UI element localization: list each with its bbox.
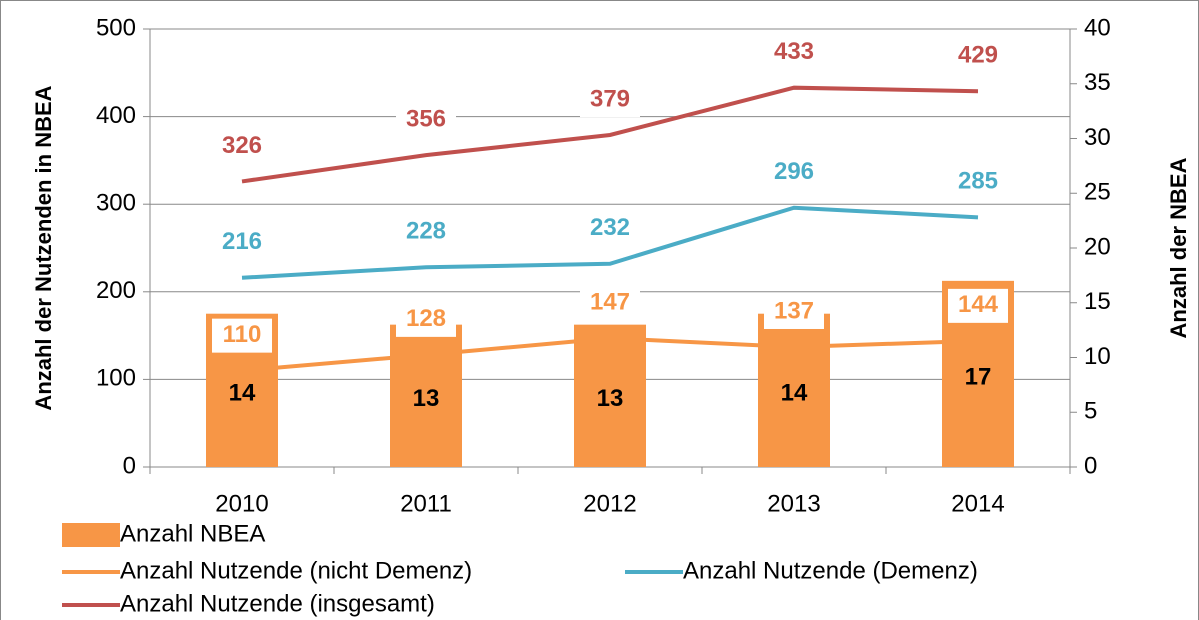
line-label: 232 bbox=[590, 214, 630, 241]
line bbox=[241, 336, 979, 373]
bar bbox=[758, 313, 830, 467]
line-label: 228 bbox=[406, 218, 446, 245]
y-axis-title: Anzahl der Nutzenden in NBEA bbox=[31, 85, 56, 410]
bar-label: 14 bbox=[229, 380, 256, 407]
label-bg bbox=[948, 39, 1008, 74]
bar-label: 14 bbox=[781, 380, 808, 407]
line bbox=[241, 85, 979, 184]
label-bg bbox=[396, 302, 456, 337]
y2-tick-label: 40 bbox=[1084, 14, 1111, 41]
label-bg bbox=[212, 225, 272, 260]
bar bbox=[390, 324, 462, 467]
y2-tick-label: 5 bbox=[1084, 398, 1097, 425]
line-label: 285 bbox=[958, 168, 998, 195]
bar-label: 17 bbox=[965, 363, 992, 390]
line-label: 110 bbox=[223, 321, 262, 348]
label-bg bbox=[396, 215, 456, 250]
legend-swatch bbox=[62, 523, 120, 547]
line-label: 144 bbox=[958, 291, 999, 318]
line-label: 147 bbox=[590, 289, 630, 316]
label-bg bbox=[764, 35, 824, 70]
line-label: 429 bbox=[958, 42, 998, 69]
y2-tick-label: 25 bbox=[1084, 179, 1111, 206]
x-tick-label: 2012 bbox=[583, 490, 636, 517]
legend-label: Anzahl Nutzende (Demenz) bbox=[683, 557, 978, 584]
line-label: 356 bbox=[406, 105, 446, 132]
bar-label: 13 bbox=[413, 385, 440, 412]
label-bg bbox=[396, 103, 456, 138]
line-label: 137 bbox=[774, 297, 814, 324]
label-bg bbox=[764, 294, 824, 329]
x-tick-label: 2011 bbox=[400, 490, 452, 517]
line-label: 296 bbox=[774, 158, 814, 185]
label-bg bbox=[948, 165, 1008, 200]
x-tick-label: 2014 bbox=[951, 490, 1004, 517]
y2-tick-label: 15 bbox=[1084, 288, 1111, 315]
y2-tick-label: 35 bbox=[1084, 69, 1111, 96]
label-bg bbox=[580, 82, 640, 117]
y-tick-label: 100 bbox=[96, 365, 136, 392]
legend-label: Anzahl NBEA bbox=[120, 520, 265, 547]
label-bg bbox=[212, 129, 272, 164]
label-bg bbox=[580, 286, 640, 321]
line-label: 216 bbox=[222, 228, 262, 255]
line-label: 326 bbox=[222, 132, 262, 159]
legend-label: Anzahl Nutzende (nicht Demenz) bbox=[120, 557, 472, 584]
y-tick-label: 500 bbox=[96, 14, 136, 41]
label-bg bbox=[764, 155, 824, 190]
line-label: 433 bbox=[774, 38, 814, 65]
y2-tick-label: 20 bbox=[1084, 233, 1111, 260]
y-tick-label: 0 bbox=[123, 452, 136, 479]
y-tick-label: 400 bbox=[96, 102, 136, 129]
y2-tick-label: 0 bbox=[1084, 452, 1097, 479]
legend-label: Anzahl Nutzende (insgesamt) bbox=[120, 590, 435, 617]
y2-tick-label: 30 bbox=[1084, 124, 1111, 151]
line-label: 379 bbox=[590, 85, 630, 112]
line bbox=[241, 205, 979, 280]
y2-axis-title: Anzahl der NBEA bbox=[1166, 157, 1191, 338]
bar bbox=[574, 324, 646, 467]
bar-label: 13 bbox=[597, 385, 624, 412]
line-label: 128 bbox=[406, 305, 446, 332]
y-tick-label: 300 bbox=[96, 190, 136, 217]
x-tick-label: 2013 bbox=[767, 490, 820, 517]
y2-tick-label: 10 bbox=[1084, 343, 1111, 370]
x-tick-label: 2010 bbox=[215, 490, 268, 517]
label-bg bbox=[948, 288, 1008, 323]
y-tick-label: 200 bbox=[96, 277, 136, 304]
label-bg bbox=[212, 318, 272, 353]
label-bg bbox=[580, 211, 640, 246]
